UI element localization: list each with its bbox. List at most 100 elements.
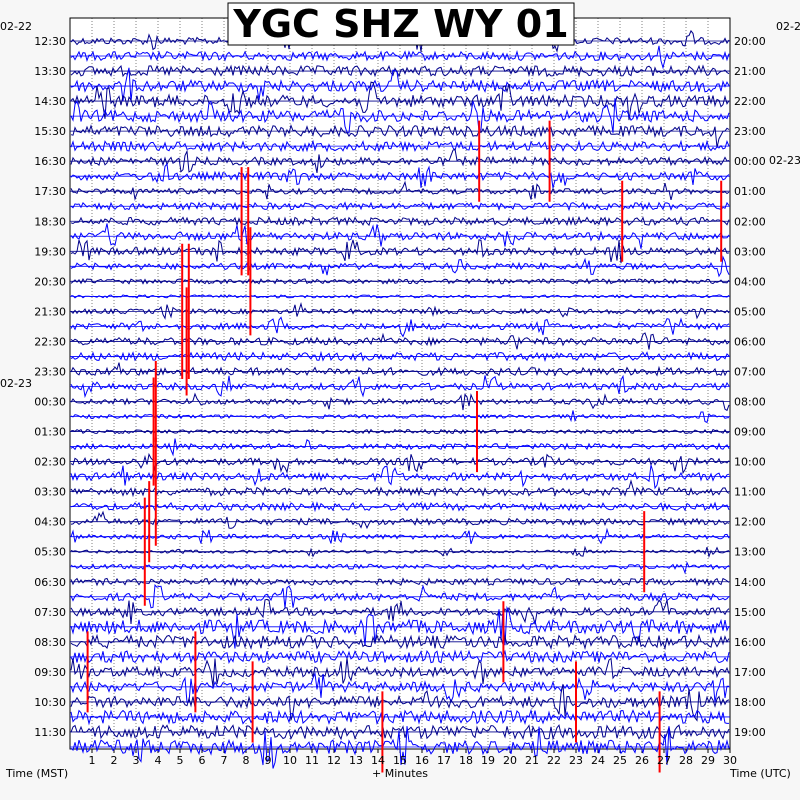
seismic-trace-row: [70, 374, 730, 399]
seismic-trace-row: [70, 239, 730, 264]
right-time-label: 14:00: [734, 576, 766, 589]
left-time-label: 16:30: [34, 155, 66, 168]
right-time-label: 20:00: [734, 35, 766, 48]
seismic-trace-row: [70, 464, 730, 490]
seismic-trace-row: [70, 410, 730, 424]
left-time-label: 12:30: [34, 35, 66, 48]
seismic-trace-row: [70, 215, 730, 227]
seismic-trace-row: [70, 726, 730, 769]
x-tick-label: 24: [591, 754, 605, 767]
x-tick-label: 19: [481, 754, 495, 767]
x-tick-label: 20: [503, 754, 517, 767]
seismic-trace-row: [70, 452, 730, 475]
left-time-label: 06:30: [34, 576, 66, 589]
right-time-label: 16:00: [734, 636, 766, 649]
right-time-label: 07:00: [734, 365, 766, 378]
seismic-trace-row: [70, 45, 730, 70]
x-tick-label: 30: [723, 754, 737, 767]
seismic-trace-row: [70, 162, 730, 189]
left-time-label: 08:30: [34, 636, 66, 649]
seismic-trace-row: [70, 223, 730, 249]
title-box: [227, 2, 575, 46]
seismic-trace-row: [70, 392, 730, 412]
seismic-trace-row: [70, 527, 730, 545]
right-time-label: 11:00: [734, 486, 766, 499]
right-time-label: 08:00: [734, 396, 766, 409]
left-date-label: 02-23: [0, 377, 32, 390]
right-time-label: 03:00: [734, 245, 766, 258]
x-tick-label: 23: [569, 754, 583, 767]
x-tick-label: 16: [415, 754, 429, 767]
x-tick-label: 10: [283, 754, 297, 767]
x-tick-label: 17: [437, 754, 451, 767]
right-time-label: 23:00: [734, 125, 766, 138]
seismic-trace-row: [70, 350, 730, 362]
seismic-trace-row: [70, 501, 730, 513]
seismic-trace-row: [70, 316, 730, 338]
left-date-label: 02-22: [0, 20, 32, 33]
x-tick-label: 2: [111, 754, 118, 767]
right-date-label: 02-2: [776, 20, 800, 33]
seismic-trace-row: [70, 649, 730, 665]
left-time-label: 22:30: [34, 335, 66, 348]
left-time-label: 14:30: [34, 95, 66, 108]
seismic-trace-row: [70, 362, 730, 377]
seismic-trace-row: [70, 139, 730, 153]
x-tick-label: 21: [525, 754, 539, 767]
seismic-trace-row: [70, 657, 730, 687]
right-time-label: 02:00: [734, 215, 766, 228]
right-time-label: 21:00: [734, 65, 766, 78]
event-layer: [86, 120, 723, 773]
seismic-trace-row: [70, 81, 730, 121]
left-time-label: 07:30: [34, 606, 66, 619]
left-time-label: 01:30: [34, 426, 66, 439]
left-time-label: 03:30: [34, 486, 66, 499]
right-time-label: 05:00: [734, 305, 766, 318]
left-time-label: 04:30: [34, 516, 66, 529]
left-time-label: 05:30: [34, 546, 66, 559]
x-tick-label: 4: [155, 754, 162, 767]
seismic-trace-row: [70, 479, 730, 498]
seismic-trace-row: [70, 255, 730, 278]
left-time-label: 20:30: [34, 275, 66, 288]
left-time-label: 17:30: [34, 185, 66, 198]
x-tick-label: 25: [613, 754, 627, 767]
trace-layer: [70, 29, 730, 769]
x-tick-label: 5: [177, 754, 184, 767]
seismic-trace-row: [70, 180, 730, 201]
x-tick-label: 6: [199, 754, 206, 767]
right-time-label: 04:00: [734, 275, 766, 288]
x-tick-label: 29: [701, 754, 715, 767]
x-tick-label: 13: [349, 754, 363, 767]
seismic-trace-row: [70, 510, 730, 530]
label-layer: 1 2 3 4 5 6 7 8 9 10 11 12 13 14 15 16 17 18 19 20 21 22 23 24 2…: [0, 20, 800, 767]
seismic-trace-row: [70, 577, 730, 587]
right-time-label: 01:00: [734, 185, 766, 198]
x-tick-label: 27: [657, 754, 671, 767]
x-tick-label: 26: [635, 754, 649, 767]
left-time-label: 18:30: [34, 215, 66, 228]
seismic-trace-row: [70, 545, 730, 559]
seismic-trace-row: [70, 148, 730, 173]
left-time-label: 13:30: [34, 65, 66, 78]
seismic-trace-row: [70, 598, 730, 625]
x-tick-label: 12: [327, 754, 341, 767]
seismic-trace-row: [70, 684, 730, 722]
left-time-label: 02:30: [34, 456, 66, 469]
seismic-trace-row: [70, 278, 730, 285]
x-tick-label: 28: [679, 754, 693, 767]
left-time-label: 19:30: [34, 245, 66, 258]
seismic-trace-row: [70, 123, 730, 148]
right-time-label: 06:00: [734, 335, 766, 348]
left-time-label: 00:30: [34, 396, 66, 409]
seismic-trace-row: [70, 98, 730, 134]
seismic-trace-row: [70, 332, 730, 350]
left-time-label: 15:30: [34, 125, 66, 138]
x-tick-label: 1: [89, 754, 96, 767]
seismic-trace-row: [70, 64, 730, 78]
right-time-label: 15:00: [734, 606, 766, 619]
seismic-trace-row: [70, 708, 729, 726]
right-time-label: 13:00: [734, 546, 766, 559]
right-time-label: 12:00: [734, 516, 766, 529]
x-tick-label: 15: [393, 754, 407, 767]
